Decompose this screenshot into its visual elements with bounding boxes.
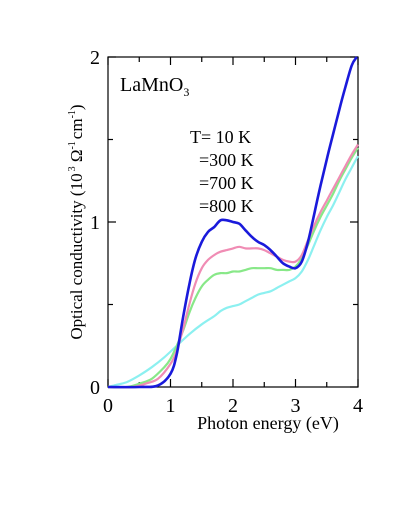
temperature-labels: T= 10 K =300 K =700 K =800 K xyxy=(190,127,254,216)
y-tick-labels: 0 1 2 xyxy=(90,47,100,399)
axis-ticks xyxy=(107,56,359,388)
x-axis-label: Photon energy (eV) xyxy=(197,413,339,434)
x-tick-label-1: 1 xyxy=(166,395,176,417)
x-tick-labels: 0 1 2 3 4 xyxy=(103,395,363,417)
y-label-text: Optical conductivity (10 xyxy=(67,173,86,339)
x-tick-label-0: 0 xyxy=(103,395,113,417)
x-tick-label-3: 3 xyxy=(291,395,301,417)
y-label-unit: cm xyxy=(67,118,86,139)
temperature-label-800k: =800 K xyxy=(199,196,254,216)
y-label-exp3: -1 xyxy=(67,110,78,118)
sample-label: LaMnO3 xyxy=(120,74,189,99)
sample-label-sub: 3 xyxy=(183,85,189,99)
series-lines xyxy=(107,56,359,389)
series-line-10k xyxy=(107,56,358,389)
temperature-label-300k: =300 K xyxy=(199,150,254,170)
x-tick-label-4: 4 xyxy=(353,395,363,417)
temperature-label-10k: T= 10 K xyxy=(190,127,251,147)
series-line-700k xyxy=(107,147,359,389)
temperature-label-700k: =700 K xyxy=(199,173,254,193)
y-tick-label-1: 1 xyxy=(90,212,100,234)
sample-label-main: LaMnO xyxy=(120,74,183,96)
y-label-close: ) xyxy=(67,104,86,110)
y-label-exp2: -1 xyxy=(67,141,78,149)
x-tick-label-2: 2 xyxy=(228,395,238,417)
y-axis-label: Optical conductivity (103 Ω-1cm-1) xyxy=(67,104,86,339)
y-tick-label-0: 0 xyxy=(90,377,100,399)
series-line-800k xyxy=(107,155,359,389)
y-label-exp1: 3 xyxy=(67,166,78,171)
y-label-mid: Ω xyxy=(67,150,86,167)
y-tick-label-2: 2 xyxy=(90,47,100,69)
